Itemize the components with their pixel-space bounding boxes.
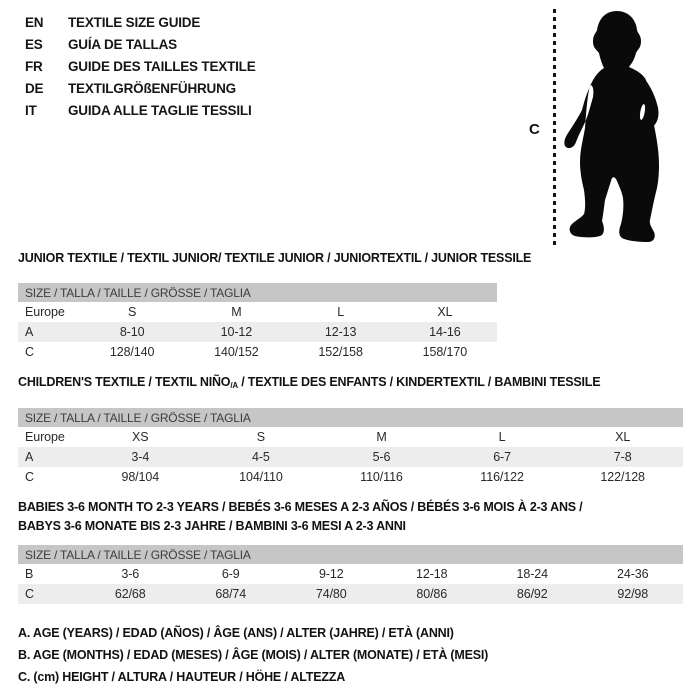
children-title-post: / TEXTILE DES ENFANTS / KINDERTEXTIL / B… (237, 375, 601, 389)
height-cell: 68/74 (215, 587, 247, 601)
toddler-silhouette-image (564, 11, 659, 242)
row-label: A (25, 450, 34, 464)
age-cell: 24-36 (617, 567, 649, 581)
language-title: TEXTILE SIZE GUIDE (68, 14, 201, 30)
table-row: A 8-10 10-12 12-13 14-16 (18, 322, 497, 342)
children-title-pre: CHILDREN'S TEXTILE / TEXTIL NIÑO (18, 375, 231, 389)
children-table-title: CHILDREN'S TEXTILE / TEXTIL NIÑO/A / TEX… (18, 375, 601, 390)
row-label: A (25, 325, 34, 339)
junior-table-title: JUNIOR TEXTILE / TEXTIL JUNIOR/ TEXTILE … (18, 251, 532, 265)
height-cell: 140/152 (214, 345, 259, 359)
size-cell: L (337, 305, 345, 319)
row-label: Europe (25, 430, 65, 444)
children-title-sub: /A (230, 381, 238, 390)
row-label: C (25, 470, 34, 484)
size-cell: XL (615, 430, 631, 444)
height-dashed-line (553, 9, 556, 248)
size-cell: L (498, 430, 506, 444)
height-cell: 86/92 (516, 587, 548, 601)
row-label: C (25, 345, 34, 359)
row-label: B (25, 567, 34, 581)
size-header-band: SIZE / TALLA / TAILLE / GRÖSSE / TAGLIA (18, 545, 683, 564)
age-cell: 4-5 (252, 450, 270, 464)
language-code: DE (25, 80, 44, 96)
language-row-en: EN TEXTILE SIZE GUIDE (25, 11, 256, 33)
age-cell: 7-8 (613, 450, 632, 464)
height-cell: 116/122 (480, 470, 524, 484)
table-row: Europe S M L XL (18, 302, 497, 322)
age-cell: 10-12 (220, 325, 253, 339)
legend-line-b: B. AGE (MONTHS) / EDAD (MESES) / ÂGE (MO… (18, 648, 489, 662)
legend-line-c: C. (cm) HEIGHT / ALTURA / HAUTEUR / HÖHE… (18, 670, 346, 684)
size-header-band: SIZE / TALLA / TAILLE / GRÖSSE / TAGLIA (18, 408, 683, 427)
table-row: C 128/140 140/152 152/158 158/170 (18, 342, 497, 362)
row-label: C (25, 587, 34, 601)
language-title: GUIDE DES TAILLES TEXTILE (68, 58, 256, 74)
junior-size-table: SIZE / TALLA / TAILLE / GRÖSSE / TAGLIA … (18, 283, 497, 362)
language-title: GUÍA DE TALLAS (68, 36, 177, 52)
height-cell: 74/80 (315, 587, 347, 601)
age-cell: 3-6 (121, 567, 140, 581)
age-cell: 12-13 (324, 325, 357, 339)
row-label: Europe (25, 305, 65, 319)
size-cell: S (128, 305, 137, 319)
height-cell: 80/86 (416, 587, 448, 601)
height-cell: 92/98 (617, 587, 649, 601)
language-row-es: ES GUÍA DE TALLAS (25, 33, 256, 55)
table-row: C 98/104 104/110 110/116 116/122 122/128 (18, 467, 683, 487)
table-row: A 3-4 4-5 5-6 6-7 7-8 (18, 447, 683, 467)
size-cell: S (256, 430, 266, 444)
size-cell: XL (437, 305, 453, 319)
language-row-fr: FR GUIDE DES TAILLES TEXTILE (25, 55, 256, 77)
height-cell: 158/170 (422, 345, 468, 359)
language-title: GUIDA ALLE TAGLIE TESSILI (68, 102, 252, 118)
babies-size-table: SIZE / TALLA / TAILLE / GRÖSSE / TAGLIA … (18, 545, 683, 604)
table-row: B 3-6 6-9 9-12 12-18 18-24 24-36 (18, 564, 683, 584)
language-row-de: DE TEXTILGRÖßENFÜHRUNG (25, 77, 256, 99)
babies-table-title: BABIES 3-6 MONTH TO 2-3 YEARS / BEBÉS 3-… (18, 498, 583, 536)
size-cell: XS (132, 430, 149, 444)
size-header-text: SIZE / TALLA / TAILLE / GRÖSSE / TAGLIA (25, 410, 251, 425)
height-cell: 98/104 (121, 470, 160, 484)
language-code: ES (25, 36, 43, 52)
age-cell: 8-10 (119, 325, 145, 339)
babies-title-line2: BABYS 3-6 MONATE BIS 2-3 JAHRE / BAMBINI… (18, 519, 406, 533)
age-cell: 3-4 (131, 450, 150, 464)
height-cell: 128/140 (109, 345, 155, 359)
age-cell: 6-7 (493, 450, 511, 464)
language-row-it: IT GUIDA ALLE TAGLIE TESSILI (25, 99, 256, 121)
table-row: C 62/68 68/74 74/80 80/86 86/92 92/98 (18, 584, 683, 604)
height-measure-label: C (529, 121, 540, 138)
height-cell: 152/158 (318, 345, 363, 359)
size-cell: M (231, 305, 242, 319)
size-header-text: SIZE / TALLA / TAILLE / GRÖSSE / TAGLIA (25, 285, 251, 300)
height-cell: 104/110 (239, 470, 283, 484)
height-cell: 122/128 (600, 470, 645, 484)
age-cell: 9-12 (318, 567, 344, 581)
legend-line-a: A. AGE (YEARS) / EDAD (AÑOS) / ÂGE (ANS)… (18, 626, 454, 640)
language-title-list: EN TEXTILE SIZE GUIDE ES GUÍA DE TALLAS … (25, 11, 256, 121)
language-code: FR (25, 58, 43, 74)
height-cell: 110/116 (360, 470, 403, 484)
measurement-legend: A. AGE (YEARS) / EDAD (AÑOS) / ÂGE (ANS)… (18, 622, 488, 688)
age-cell: 6-9 (221, 567, 240, 581)
language-code: EN (25, 14, 44, 30)
language-code: IT (25, 102, 37, 118)
age-cell: 14-16 (429, 325, 461, 339)
babies-title-line1: BABIES 3-6 MONTH TO 2-3 YEARS / BEBÉS 3-… (18, 500, 583, 514)
size-cell: M (376, 430, 387, 444)
size-header-band: SIZE / TALLA / TAILLE / GRÖSSE / TAGLIA (18, 283, 497, 302)
height-cell: 62/68 (114, 587, 146, 601)
age-cell: 12-18 (416, 567, 448, 581)
children-size-table: SIZE / TALLA / TAILLE / GRÖSSE / TAGLIA … (18, 408, 683, 487)
age-cell: 5-6 (372, 450, 391, 464)
language-title: TEXTILGRÖßENFÜHRUNG (68, 80, 236, 96)
table-row: Europe XS S M L XL (18, 427, 683, 447)
size-header-text: SIZE / TALLA / TAILLE / GRÖSSE / TAGLIA (25, 547, 251, 562)
age-cell: 18-24 (516, 567, 549, 581)
